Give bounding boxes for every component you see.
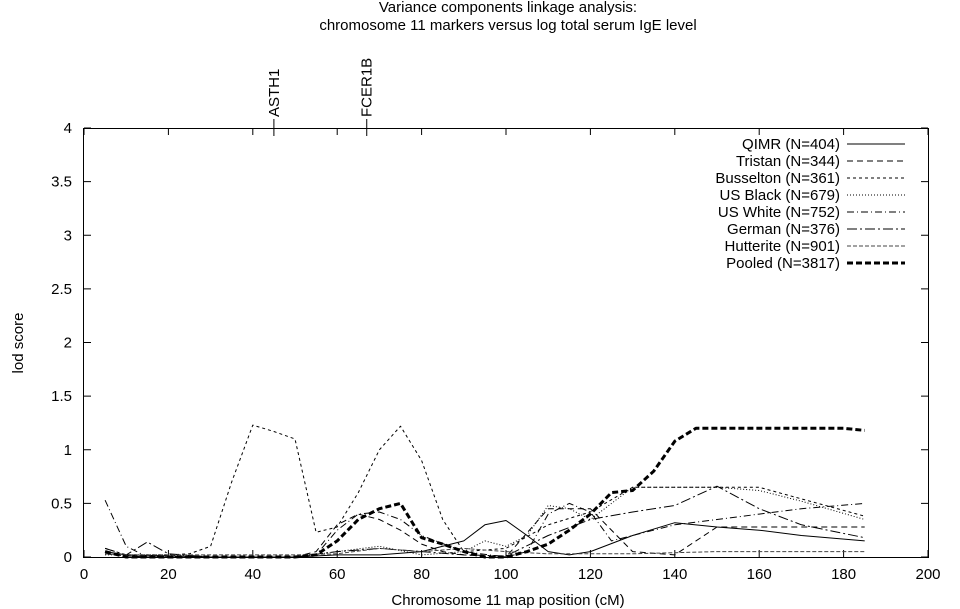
series-line-6 (104, 485, 865, 558)
legend-label: US Black (N=679) (720, 187, 840, 204)
legend-label: Tristan (N=344) (736, 153, 840, 170)
legend-label: Hutterite (N=901) (725, 238, 840, 255)
y-tick-label: 4 (64, 120, 72, 137)
x-tick-label: 100 (493, 566, 518, 583)
x-tick-label: 80 (413, 566, 430, 583)
series-line-3 (104, 424, 865, 556)
series-line-5 (104, 499, 865, 558)
x-tick-label: 40 (244, 566, 261, 583)
marker-label: ASTH1 (266, 69, 283, 117)
series-line-7 (105, 547, 865, 556)
marker-label: FCER1B (359, 58, 376, 117)
y-tick-label: 1.5 (51, 388, 72, 405)
y-tick-label: 2.5 (51, 281, 72, 298)
series-line-8 (104, 426, 865, 559)
y-axis-label: lod score (10, 313, 27, 374)
x-tick-label: 0 (80, 566, 88, 583)
y-tick-label: 3 (64, 227, 72, 244)
series-line-4 (105, 486, 865, 558)
legend-label: German (N=376) (727, 221, 840, 238)
y-tick-label: 1 (64, 442, 72, 459)
legend-label: QIMR (N=404) (742, 136, 840, 153)
legend-label: Pooled (N=3817) (726, 255, 840, 272)
series-line-1 (105, 520, 865, 558)
x-tick-label: 160 (747, 566, 772, 583)
y-tick-label: 0.5 (51, 495, 72, 512)
y-tick-label: 0 (64, 549, 72, 566)
x-tick-label: 60 (329, 566, 346, 583)
x-tick-label: 140 (662, 566, 687, 583)
chart-subtitle: chromosome 11 markers versus log total s… (319, 17, 696, 34)
x-axis-label: Chromosome 11 map position (cM) (391, 592, 624, 609)
legend-label: US White (N=752) (718, 204, 840, 221)
chart-title: Variance components linkage analysis: (379, 0, 637, 16)
x-tick-label: 20 (160, 566, 177, 583)
x-tick-label: 200 (915, 566, 940, 583)
y-tick-label: 3.5 (51, 174, 72, 191)
x-tick-label: 180 (831, 566, 856, 583)
legend-label: Busselton (N=361) (715, 170, 840, 187)
y-tick-label: 2 (64, 335, 72, 352)
x-tick-label: 120 (578, 566, 603, 583)
